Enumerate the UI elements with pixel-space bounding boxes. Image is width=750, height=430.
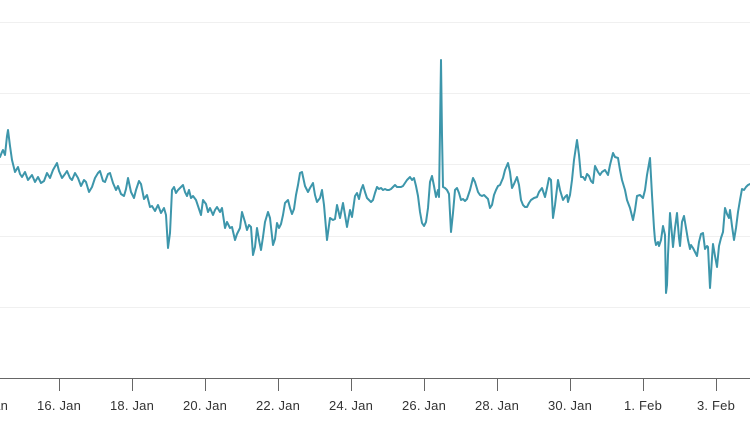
gridlines xyxy=(0,22,750,308)
x-axis-labels: 14. Jan 16. Jan 18. Jan 20. Jan 22. Jan 24. J… xyxy=(0,398,735,413)
series-line xyxy=(0,59,750,294)
x-axis-label: 30. Jan xyxy=(548,398,592,413)
x-axis-label: 16. Jan xyxy=(37,398,81,413)
x-axis-ticks xyxy=(59,378,717,391)
x-axis-label: 14. Jan xyxy=(0,398,8,413)
x-axis-label: 1. Feb xyxy=(624,398,662,413)
x-axis-label: 28. Jan xyxy=(475,398,519,413)
x-axis-label: 22. Jan xyxy=(256,398,300,413)
series-group xyxy=(0,59,750,294)
x-axis-label: 3. Feb xyxy=(697,398,735,413)
x-axis-label: 24. Jan xyxy=(329,398,373,413)
x-axis-label: 20. Jan xyxy=(183,398,227,413)
x-axis-label: 26. Jan xyxy=(402,398,446,413)
x-axis-label: 18. Jan xyxy=(110,398,154,413)
